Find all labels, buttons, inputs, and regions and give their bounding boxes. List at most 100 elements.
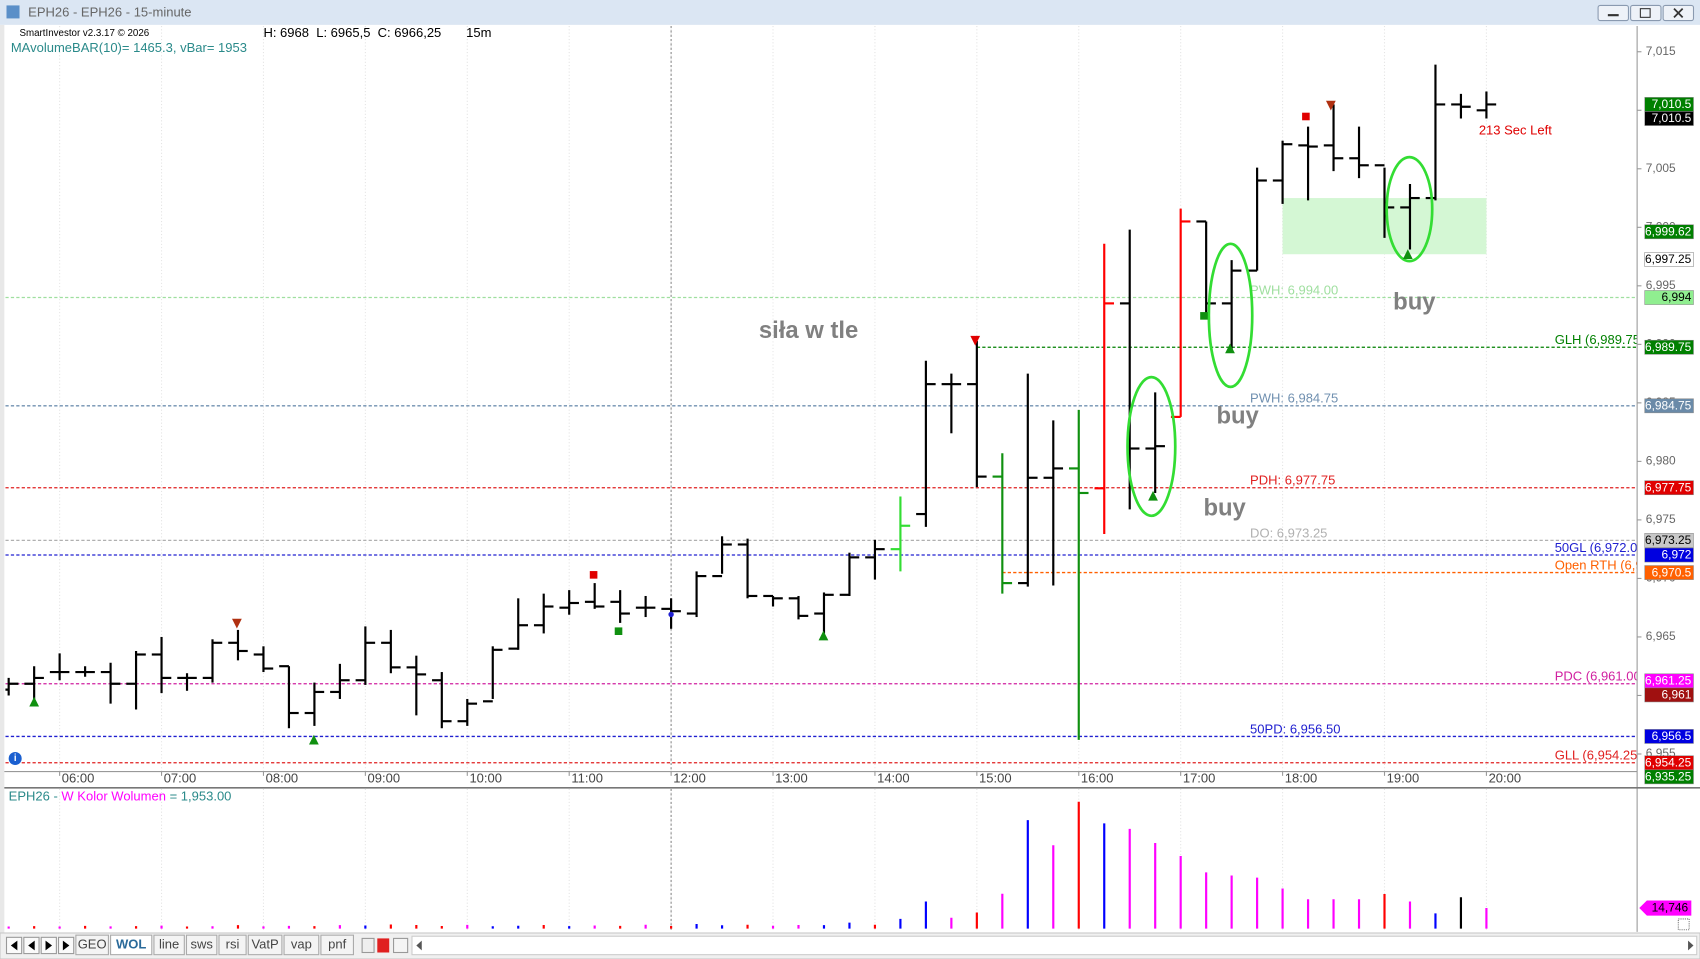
maximize-button[interactable] (1630, 4, 1662, 22)
buy-signal (29, 696, 40, 707)
tab-label: VatP (251, 936, 278, 951)
highlight-ellipse (1385, 155, 1434, 263)
tab-label: pnf (328, 936, 346, 951)
price-box (1644, 252, 1694, 267)
scroll-track[interactable] (411, 935, 1698, 956)
nav-arrow (45, 940, 53, 951)
price-box-label: 6,989.75 (1645, 340, 1692, 354)
time-label: 06:00 (62, 771, 95, 786)
resize-grip (1677, 918, 1690, 931)
price-box-label: 6,970.5 (1652, 565, 1692, 579)
price-box (1644, 339, 1694, 355)
time-label: 11:00 (571, 771, 603, 786)
y-tick-label: 6,965 (1646, 629, 1676, 643)
tab-label: vap (291, 936, 312, 951)
price-box-label: 6,954.25 (1645, 755, 1692, 769)
price-box (1644, 565, 1694, 580)
square-signal (589, 571, 598, 579)
price-box-label: 6,972 (1662, 548, 1692, 562)
sell-signal (970, 335, 981, 346)
level-label: 50GL (6,972.00) (1555, 540, 1649, 555)
price-box (1644, 769, 1694, 785)
tool-icon[interactable] (393, 937, 409, 954)
close-icon (1673, 8, 1684, 18)
time-label: 17:00 (1183, 771, 1216, 786)
level-label: Open RTH (6,970.50) (1555, 558, 1680, 573)
time-label: 19:00 (1387, 771, 1420, 786)
square-signal (1200, 312, 1208, 320)
scroll-right[interactable] (1688, 940, 1694, 951)
price-box-label: 6,997.25 (1645, 252, 1692, 266)
annotation: siła w tle (759, 317, 858, 344)
info-icon[interactable] (8, 752, 22, 766)
volume-box-label: 14,746 (1652, 901, 1689, 915)
y-tick-label: 6,975 (1646, 512, 1676, 526)
y-tick-label: 7,015 (1646, 44, 1676, 58)
buy-signal (1148, 490, 1158, 501)
price-box-label: 6,956.5 (1652, 729, 1692, 743)
price-box-label: 6,935.25 (1645, 770, 1692, 784)
annotation: buy (1393, 289, 1436, 316)
tab[interactable] (110, 934, 153, 956)
time-label: 20:00 (1489, 771, 1522, 786)
info-icon-glyph: i (14, 753, 17, 764)
hlc: H: 6968 L: 6965,5 C: 6966,25 (263, 25, 441, 40)
time-label: 16:00 (1081, 771, 1114, 786)
tab[interactable] (185, 934, 218, 956)
price-box (1644, 729, 1694, 744)
minimize-button[interactable] (1597, 4, 1629, 22)
price-box-label: 6,961.25 (1645, 674, 1692, 688)
time-label: 10:00 (469, 771, 502, 786)
price-box-label: 6,999.62 (1645, 224, 1692, 238)
tab[interactable] (247, 934, 283, 956)
volume-title: EPH26 - W Kolor Wolumen = 1,953.00 (9, 789, 232, 804)
level-label: PWH: 6,994.00 (1250, 282, 1338, 297)
tab-label: sws (190, 936, 213, 951)
y-tick-label: 6,995 (1646, 278, 1676, 292)
price-box-label: 6,994 (1662, 290, 1692, 304)
signals: i (8, 100, 1413, 766)
price-box (1644, 111, 1694, 126)
price-box-label: 7,010.5 (1652, 111, 1692, 125)
time-label: 13:00 (775, 771, 808, 786)
price-box (1644, 480, 1694, 496)
tab[interactable] (75, 934, 109, 956)
annotation: buy (1203, 495, 1246, 522)
volume-box (1639, 900, 1692, 916)
tab[interactable] (283, 934, 320, 956)
level-label: PWH: 6,984.75 (1250, 391, 1338, 406)
price-box (1644, 687, 1694, 703)
left-border (0, 24, 5, 933)
tab[interactable] (218, 934, 247, 956)
price-box-label: 7,010.5 (1652, 97, 1692, 111)
level-label: 50PD: 6,956.50 (1250, 721, 1340, 736)
nav-arrow (62, 940, 70, 951)
tab[interactable] (320, 934, 354, 956)
level-label: GLL (6,954.25) (1555, 748, 1642, 763)
time-label: 09:00 (368, 771, 401, 786)
level-label: PDC (6,961.00) (1555, 669, 1645, 684)
lock-icon[interactable] (361, 937, 375, 954)
highlight-ellipse (1207, 242, 1254, 389)
square-signal (1302, 112, 1310, 121)
volume-title-name: W Kolor Wolumen (61, 789, 166, 804)
tab-label: line (159, 936, 179, 951)
price-plot: PWH: 6,994.00 GLH (6,989.75) PWH: 6,984.75… (5, 26, 1680, 772)
color-icon[interactable] (377, 938, 390, 953)
y-tick-label: 6,980 (1646, 454, 1676, 468)
time-label: 08:00 (266, 771, 299, 786)
annotation: buy (1216, 402, 1259, 429)
price-box-label: 6,984.75 (1645, 398, 1692, 412)
volume-plot (7, 788, 1488, 932)
title-bar (0, 0, 1700, 25)
price-box (1644, 224, 1694, 240)
price-box (1644, 398, 1694, 414)
window-title: EPH26 - EPH26 - 15-minute (28, 4, 191, 19)
volume-title-symbol: EPH26 - (9, 789, 62, 804)
tab[interactable] (153, 934, 185, 956)
scroll-left[interactable] (416, 940, 422, 951)
version: SmartInvestor v2.3.17 © 2026 (20, 28, 150, 39)
volume-title-value: = 1,953.00 (166, 789, 231, 804)
